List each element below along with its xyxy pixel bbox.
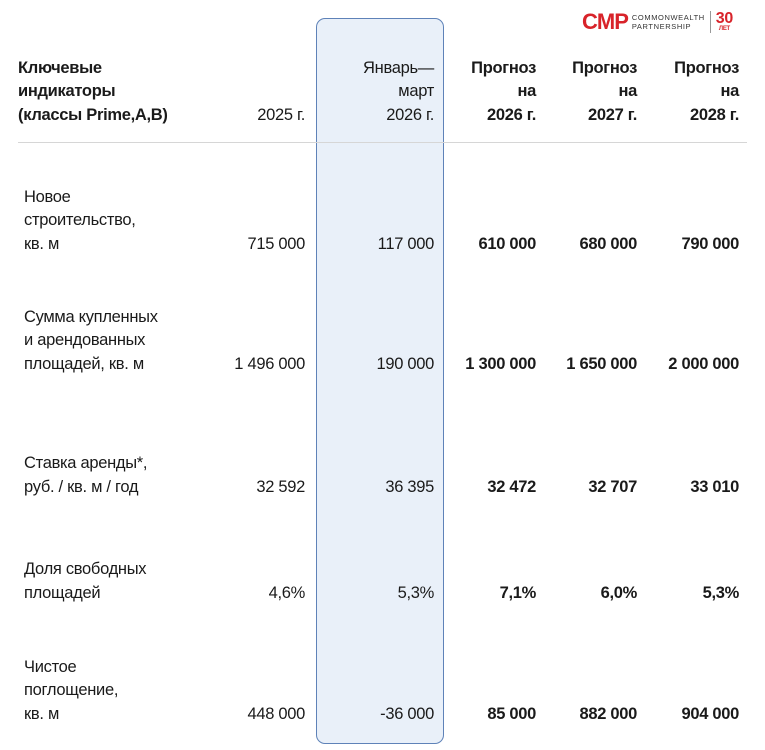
table-row: Чистое поглощение, кв. м 448 000 -36 000 85 0… — [0, 654, 765, 726]
table-cell: 715 000 — [247, 234, 305, 253]
logo-anniversary: 30 ЛЕТ — [715, 9, 734, 32]
row-label: Ключевые индикаторы (классы Prime,A,B) — [18, 58, 168, 124]
logo: CMP COMMONWEALTH PARTNERSHIP 30 ЛЕТ — [582, 9, 733, 35]
row-label: Ставка аренды*, руб. / кв. м / год — [24, 454, 148, 496]
row-label: Доля свободных площадей — [24, 560, 147, 602]
table-cell: 33 010 — [690, 477, 739, 496]
row-label: Новое строительство, кв. м — [24, 187, 136, 253]
table-cell: 680 000 — [579, 234, 637, 253]
table-cell: 32 707 — [588, 477, 637, 496]
row-label: Чистое поглощение, кв. м — [24, 657, 119, 723]
column-header: Прогноз на 2026 г. — [471, 58, 536, 124]
table-cell: 448 000 — [247, 704, 305, 723]
table-row: Ставка аренды*, руб. / кв. м / год 32 592 3… — [0, 427, 765, 499]
table-header: Ключевые индикаторы (классы Prime,A,B) 2025… — [0, 55, 765, 127]
table-cell: -36 000 — [380, 704, 434, 723]
table-cell: 190 000 — [376, 354, 434, 373]
table-cell: 7,1% — [499, 583, 537, 602]
highlighted-column — [316, 18, 444, 744]
table-cell: 2 000 000 — [668, 354, 739, 373]
header-divider — [18, 142, 747, 143]
row-label: Сумма купленных и арендованных площадей, к… — [24, 307, 158, 373]
table-cell: 32 592 — [256, 477, 305, 496]
table-cell: 790 000 — [681, 234, 739, 253]
table-row: Новое строительство, кв. м 715 000 117 000 61… — [0, 184, 765, 256]
table-cell: 4,6% — [268, 583, 306, 602]
table-cell: 117 000 — [377, 234, 435, 253]
table-cell: 1 650 000 — [566, 354, 637, 373]
table-cell: 5,3% — [702, 583, 740, 602]
table-cell: 85 000 — [487, 704, 536, 723]
table-cell: 882 000 — [579, 704, 637, 723]
table-cell: 6,0% — [600, 583, 638, 602]
logo-name: COMMONWEALTH PARTNERSHIP — [631, 13, 705, 31]
table-cell: 610 000 — [478, 234, 536, 253]
column-header: Январь— март 2026 г. — [363, 58, 434, 124]
table-cell: 36 395 — [385, 477, 434, 496]
table-cell: 1 496 000 — [234, 354, 305, 373]
table-cell: 32 472 — [487, 477, 536, 496]
column-header: Прогноз на 2027 г. — [572, 58, 637, 124]
table-cell: 904 000 — [681, 704, 739, 723]
table-row: Сумма купленных и арендованных площадей, к… — [0, 304, 765, 376]
logo-mark: CMP — [582, 9, 629, 34]
column-header: Прогноз на 2028 г. — [674, 58, 739, 124]
table-row: Доля свободных площадей 4,6% 5,3% 7,1% 6,0% 5,… — [0, 533, 765, 605]
table-cell: 5,3% — [397, 583, 435, 602]
column-header: 2025 г. — [257, 105, 305, 124]
table-cell: 1 300 000 — [465, 354, 536, 373]
